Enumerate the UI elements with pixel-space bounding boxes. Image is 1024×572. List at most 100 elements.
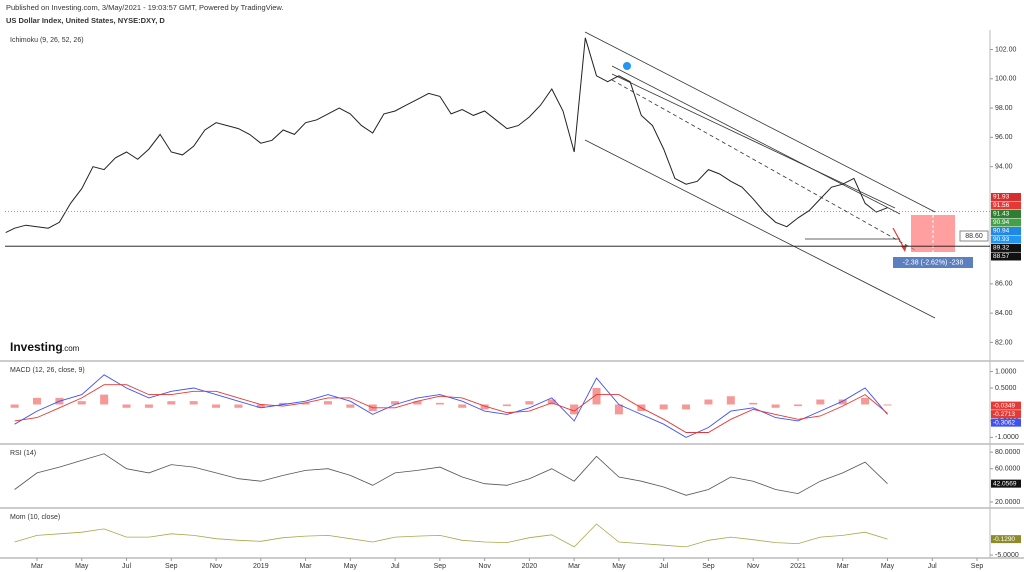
y-tick-label: 86.00 [995,281,1013,288]
histogram-bar [659,404,668,410]
event-marker [623,62,631,70]
measure-label: -2.38 (-2.62%) -238 [903,259,964,266]
y-tick-label: 0.5000 [995,385,1017,392]
price-label-box [991,410,1021,419]
x-tick-label: Sep [165,563,178,570]
data-line [5,37,888,234]
histogram-bar [167,401,176,405]
histogram-bar [749,402,758,405]
histogram-bar [480,404,489,410]
data-line [14,523,888,548]
price-label-box [991,535,1021,544]
price-label-box [991,209,1021,218]
histogram-bar [592,388,601,405]
histogram-bar [525,401,534,405]
x-tick-label: Jul [659,563,668,570]
price-label-box [991,243,1021,252]
histogram-bar [301,402,310,405]
histogram-bar [816,399,825,405]
y-tick-label: 20.0000 [995,499,1020,506]
trend-line [611,65,901,215]
logo: Investing [10,340,63,354]
x-tick-label: May [75,563,89,570]
histogram-bar [570,404,579,415]
price-label-box [991,201,1021,210]
price-label: 42.0569 [993,480,1017,487]
price-label-box [991,418,1021,427]
y-tick-label: 102.00 [995,46,1017,53]
histogram-bar [503,404,512,407]
x-tick-label: 2020 [522,563,538,570]
histogram-bar [793,404,802,407]
histogram-bar [33,397,42,405]
trend-line-dashed [611,79,916,251]
y-tick-label: 98.00 [995,105,1013,112]
panel-title: Mom (10, close) [10,514,60,521]
x-tick-label: Jul [391,563,400,570]
y-tick-label: 94.00 [995,164,1013,171]
histogram-bar [435,402,444,405]
price-label: -0.0349 [993,402,1015,409]
price-label: 91.56 [993,202,1010,209]
y-tick-label: -1.0000 [995,434,1019,441]
measure-box [893,257,973,268]
data-line [14,453,888,496]
histogram-bar [144,404,153,408]
y-tick-label: 100.00 [995,76,1017,83]
histogram-bar [838,399,847,405]
histogram-bar [256,404,265,408]
histogram-bar [391,401,400,405]
x-tick-label: Nov [747,563,760,570]
price-label: 91.43 [993,211,1010,218]
histogram-bar [861,397,870,405]
x-tick-label: Jul [122,563,131,570]
target-box [959,230,989,242]
y-tick-label: 96.00 [995,134,1013,141]
histogram-bar [100,394,109,405]
histogram-bar [77,401,86,405]
panel-title: Ichimoku (9, 26, 52, 26) [10,37,84,44]
histogram-bar [883,404,892,406]
x-tick-label: May [612,563,626,570]
price-label: 88.57 [993,253,1010,260]
histogram-bar [614,404,623,415]
x-tick-label: Mar [568,563,581,570]
histogram-bar [413,401,422,405]
price-label-box [991,252,1021,261]
histogram-bar [10,404,19,408]
histogram-bar [726,396,735,405]
y-tick-label: 60.0000 [995,466,1020,473]
x-tick-label: Sep [702,563,715,570]
price-label: -0.2713 [993,411,1015,418]
histogram-bar [771,404,780,408]
price-label: 91.93 [993,194,1010,201]
price-label-box [991,218,1021,227]
histogram-bar [323,401,332,405]
histogram-bar [346,404,355,408]
y-tick-label: 84.00 [995,310,1013,317]
x-tick-label: Nov [210,563,223,570]
price-label: 90.94 [993,228,1010,235]
data-line [14,384,888,433]
y-tick-label: 80.0000 [995,449,1020,456]
channel-line [584,139,936,319]
x-tick-label: Nov [478,563,491,570]
histogram-bar [212,404,221,408]
x-tick-label: 2019 [253,563,269,570]
price-label: 90.93 [993,236,1010,243]
symbol-title: US Dollar Index, United States, NYSE:DXY… [6,16,165,25]
x-tick-label: Sep [971,563,984,570]
x-tick-label: Sep [434,563,447,570]
histogram-bar [547,399,556,405]
price-label-box [991,192,1021,201]
price-label: -0.1290 [993,536,1015,543]
price-label: 89.32 [993,245,1010,252]
histogram-bar [704,399,713,405]
published-note: Published on Investing.com, 3/May/2021 -… [6,3,284,12]
histogram-bar [122,404,131,408]
trend-line [611,73,896,209]
logo-suffix: .com [62,344,80,353]
price-label-box [991,235,1021,244]
